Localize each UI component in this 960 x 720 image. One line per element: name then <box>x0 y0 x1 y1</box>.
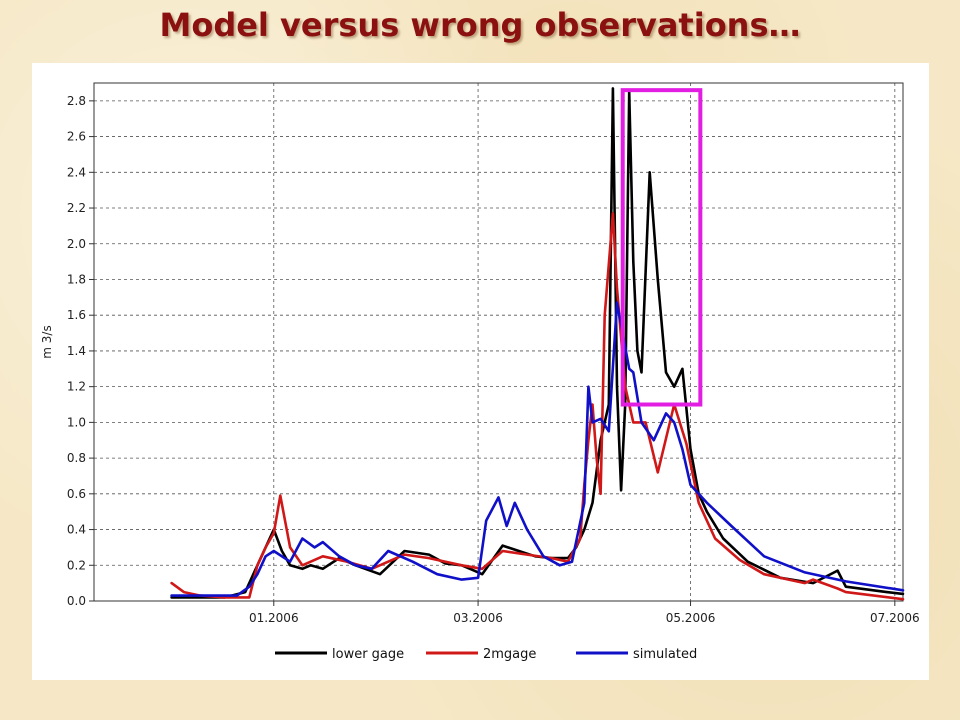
series-line-simulated <box>170 301 905 597</box>
y-axis-ticks: 0.0 0.2 0.4 0.6 0.8 1.0 1.2 1.4 1.6 1.8 2.0 2.2 2.4 2… <box>67 94 94 608</box>
legend-label: lower gage <box>332 647 404 662</box>
y-tick-label: 2.2 <box>67 201 86 215</box>
legend-label: 2mgage <box>483 647 536 662</box>
plot-frame <box>93 82 904 602</box>
y-tick-label: 1.8 <box>67 272 86 286</box>
legend-label: simulated <box>633 647 697 662</box>
y-tick-label: 0.2 <box>67 558 86 572</box>
series-line-lower-gage <box>170 87 905 599</box>
y-tick-label: 1.2 <box>67 380 86 394</box>
y-tick-label: 2.8 <box>67 94 86 108</box>
chart-legend: lower gage 2mgage simulated <box>275 647 697 662</box>
grid-lines <box>94 83 903 602</box>
y-tick-label: 0.4 <box>67 523 86 537</box>
x-axis-ticks: 01.2006 03.2006 05.2006 07.2006 <box>249 601 920 625</box>
y-tick-label: 2.4 <box>67 165 86 179</box>
y-tick-label: 0.0 <box>67 594 86 608</box>
y-tick-label: 2.6 <box>67 130 86 144</box>
y-tick-label: 2.0 <box>67 237 86 251</box>
y-tick-label: 0.6 <box>67 487 86 501</box>
y-tick-label: 1.0 <box>67 415 86 429</box>
chart-panel: 0.0 0.2 0.4 0.6 0.8 1.0 1.2 1.4 1.6 1.8 2.0 2.2 2.4 2… <box>32 63 929 680</box>
hydrograph-chart: 0.0 0.2 0.4 0.6 0.8 1.0 1.2 1.4 1.6 1.8 2.0 2.2 2.4 2… <box>40 82 920 662</box>
x-tick-label: 05.2006 <box>666 611 716 625</box>
y-tick-label: 1.6 <box>67 308 86 322</box>
highlight-rectangle <box>620 88 703 407</box>
x-tick-label: 03.2006 <box>453 611 503 625</box>
y-tick-label: 0.8 <box>67 451 86 465</box>
y-tick-label: 1.4 <box>67 344 86 358</box>
series-lines <box>170 87 905 601</box>
x-tick-label: 01.2006 <box>249 611 299 625</box>
slide-title: Model versus wrong observations… <box>159 6 801 44</box>
x-tick-label: 07.2006 <box>870 611 920 625</box>
y-axis-label: m 3/s <box>40 325 54 358</box>
series-line-2mgage <box>170 212 905 601</box>
